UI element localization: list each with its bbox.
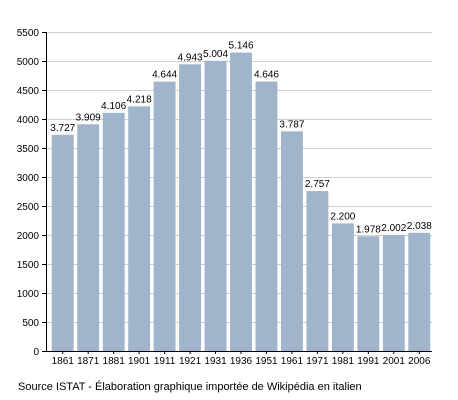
x-tick-label: 1911 <box>154 356 176 367</box>
y-tick-label: 4000 <box>17 115 40 126</box>
data-label: 1.978 <box>356 224 381 235</box>
x-tick-label: 2006 <box>408 356 431 367</box>
bar-1971 <box>306 191 329 351</box>
x-tick-label: 1931 <box>204 356 227 367</box>
x-tick-label: 1991 <box>357 356 380 367</box>
data-label: 2.757 <box>305 179 330 190</box>
data-label: 4.646 <box>254 70 279 81</box>
bar-1951 <box>255 81 278 352</box>
x-tick-label: 1861 <box>52 356 75 367</box>
data-label: 3.727 <box>50 123 75 134</box>
y-tick-label: 1500 <box>17 260 40 271</box>
bar-1861 <box>51 134 74 351</box>
bar-1911 <box>153 81 176 351</box>
bar-1936 <box>230 52 252 351</box>
y-tick-label: 500 <box>22 318 39 329</box>
data-label: 4.218 <box>127 94 152 105</box>
bar-1991 <box>357 236 380 351</box>
data-label: 4.106 <box>101 101 126 112</box>
bar-1961 <box>280 131 303 351</box>
data-label: 2.038 <box>407 221 432 232</box>
x-axis: 1861 1871 1881 1901 1911 1921 1931 1936 1951 1961… <box>52 351 431 367</box>
data-label: 3.787 <box>279 119 304 130</box>
y-axis: 0 500 1000 1500 2000 2500 3000 3500 4000 4500 5000… <box>17 28 432 358</box>
y-tick-label: 4500 <box>17 86 40 97</box>
data-label: 4.644 <box>152 70 177 81</box>
data-label: 4.943 <box>178 52 203 63</box>
x-tick-label: 1961 <box>281 356 304 367</box>
x-tick-label: 1881 <box>103 356 126 367</box>
y-tick-label: 2000 <box>17 231 40 242</box>
y-tick-label: 3500 <box>17 144 40 155</box>
x-tick-label: 1901 <box>128 356 151 367</box>
data-label: 5.004 <box>203 49 228 60</box>
bar-1931 <box>204 60 227 351</box>
bar-1871 <box>77 124 100 351</box>
bar-1981 <box>331 223 354 351</box>
y-tick-label: 5000 <box>17 57 40 68</box>
y-tick-label: 0 <box>33 347 39 358</box>
bar-1881 <box>102 112 125 352</box>
x-tick-label: 1871 <box>77 356 100 367</box>
x-tick-label: 2001 <box>383 356 406 367</box>
bars <box>51 52 431 352</box>
y-tick-label: 3000 <box>17 173 40 184</box>
bar-2001 <box>382 234 405 351</box>
x-tick-label: 1921 <box>179 356 202 367</box>
data-label: 2.002 <box>381 223 406 234</box>
y-tick-label: 1000 <box>17 289 40 300</box>
data-label: 2.200 <box>330 211 355 222</box>
source-note: Source ISTAT - Élaboration graphique imp… <box>18 381 362 393</box>
data-label: 3.909 <box>76 112 101 123</box>
x-tick-label: 1971 <box>306 356 329 367</box>
y-tick-label: 5500 <box>17 28 40 39</box>
y-tick-label: 2500 <box>17 202 40 213</box>
x-tick-label: 1981 <box>332 356 355 367</box>
bar-2006 <box>408 232 431 351</box>
bar-1901 <box>128 106 151 351</box>
data-label: 5.146 <box>228 41 253 52</box>
x-tick-label: 1951 <box>255 356 278 367</box>
bar-1921 <box>179 64 202 351</box>
x-tick-label: 1936 <box>230 356 253 367</box>
